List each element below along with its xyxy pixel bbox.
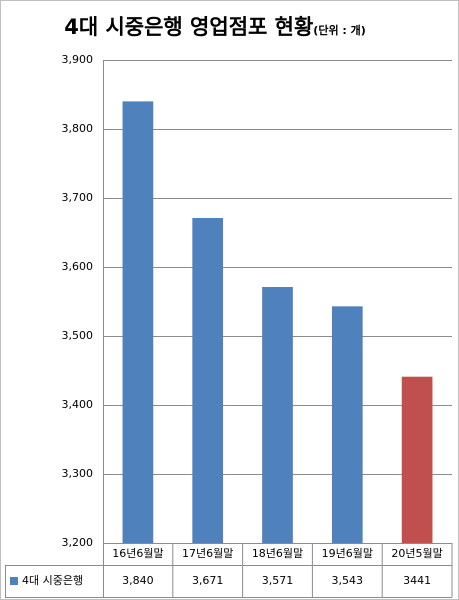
- subtitle: (단위 : 개): [313, 23, 365, 37]
- bar: [122, 101, 154, 544]
- data-label: 3441: [403, 574, 431, 587]
- bar: [331, 306, 363, 543]
- data-label: 3,671: [192, 574, 224, 587]
- bar: [262, 287, 293, 543]
- data-label: 3,571: [262, 574, 294, 587]
- x-tick-label: 17년6월말: [182, 547, 233, 560]
- y-tick-label: 3,400: [62, 398, 94, 411]
- bar: [401, 376, 433, 543]
- y-tick-label: 3,600: [62, 260, 94, 273]
- y-tick-label: 3,700: [62, 191, 94, 204]
- x-tick-label: 20년5월말: [391, 547, 442, 560]
- bar: [192, 218, 224, 543]
- y-tick-label: 3,500: [62, 329, 94, 342]
- legend-marker: [10, 577, 18, 585]
- y-tick-label: 3,900: [62, 53, 94, 66]
- x-tick-label: 16년6월말: [112, 547, 163, 560]
- data-label: 3,840: [122, 574, 154, 587]
- title: 4대 시중은행 영업점포 현황: [64, 15, 313, 39]
- y-tick-label: 3,800: [62, 122, 94, 135]
- legend-label: 4대 시중은행: [22, 574, 83, 587]
- data-label: 3,543: [332, 574, 364, 587]
- y-tick-label: 3,300: [62, 467, 94, 480]
- x-tick-label: 18년6월말: [252, 547, 303, 560]
- chart-title: 4대 시중은행 영업점포 현황(단위 : 개): [64, 15, 366, 39]
- y-tick-label: 3,200: [62, 536, 94, 549]
- x-tick-label: 19년6월말: [322, 547, 373, 560]
